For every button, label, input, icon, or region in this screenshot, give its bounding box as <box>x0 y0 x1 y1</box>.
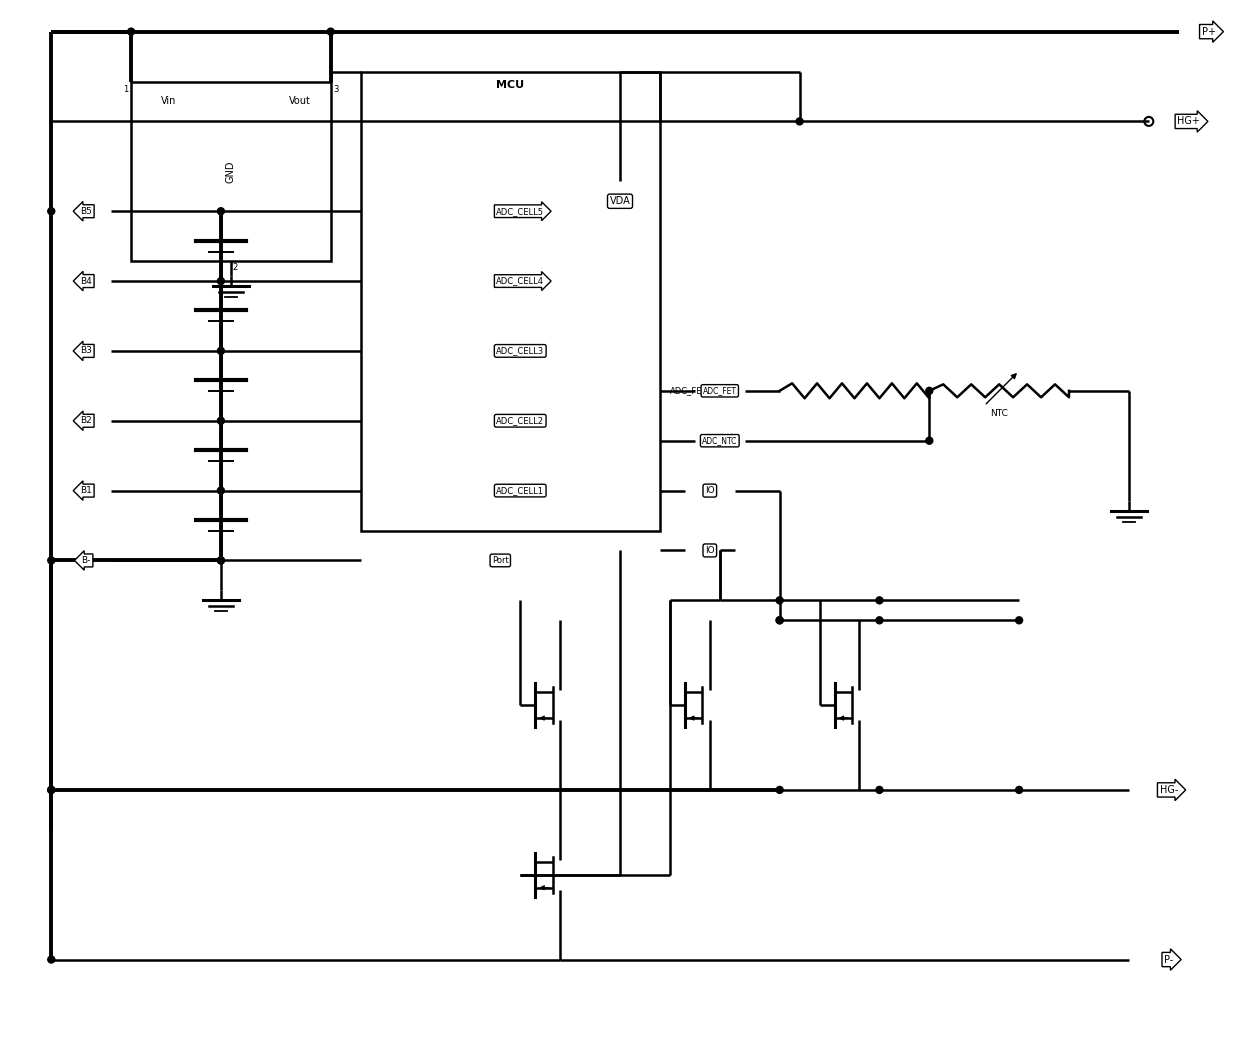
Text: ADC_CELL3: ADC_CELL3 <box>496 346 544 355</box>
Circle shape <box>128 29 135 35</box>
Text: HG+: HG+ <box>1177 117 1200 126</box>
Text: B2: B2 <box>81 416 92 425</box>
Text: ADC_CELL1: ADC_CELL1 <box>496 486 544 495</box>
Circle shape <box>926 437 932 445</box>
Circle shape <box>776 616 784 624</box>
Circle shape <box>217 487 224 494</box>
Circle shape <box>217 278 224 284</box>
Circle shape <box>217 208 224 214</box>
Text: IO: IO <box>706 486 714 495</box>
Circle shape <box>48 956 55 963</box>
Circle shape <box>48 557 55 564</box>
Circle shape <box>776 786 784 794</box>
Circle shape <box>875 616 883 624</box>
Text: ADC_CELL2: ADC_CELL2 <box>496 416 544 425</box>
Text: P-: P- <box>1164 955 1173 964</box>
Circle shape <box>217 347 224 354</box>
Text: MCU: MCU <box>496 80 525 89</box>
Text: B1: B1 <box>81 486 92 495</box>
Circle shape <box>48 786 55 794</box>
Circle shape <box>926 387 932 395</box>
Text: 1: 1 <box>123 85 128 93</box>
Text: IO: IO <box>706 546 714 555</box>
Text: B5: B5 <box>81 207 92 215</box>
Circle shape <box>875 786 883 794</box>
Circle shape <box>1016 616 1023 624</box>
Text: ADC_CELL4: ADC_CELL4 <box>496 277 544 285</box>
Text: Vin: Vin <box>161 97 176 106</box>
FancyBboxPatch shape <box>131 82 331 261</box>
Text: VDA: VDA <box>610 196 630 206</box>
Text: ADC_FET: ADC_FET <box>670 386 707 396</box>
Text: B3: B3 <box>81 346 92 355</box>
Text: B4: B4 <box>81 277 92 285</box>
Text: GND: GND <box>226 160 236 182</box>
Circle shape <box>776 597 784 604</box>
Circle shape <box>217 417 224 424</box>
Text: Vout: Vout <box>289 97 311 106</box>
Circle shape <box>1016 786 1023 794</box>
Circle shape <box>776 616 784 624</box>
Text: NTC: NTC <box>991 408 1008 418</box>
Circle shape <box>327 29 334 35</box>
Text: Port: Port <box>492 556 508 564</box>
FancyBboxPatch shape <box>361 71 660 530</box>
Circle shape <box>48 208 55 214</box>
Text: ADC_NTC: ADC_NTC <box>702 436 738 446</box>
Text: P+: P+ <box>1202 27 1215 37</box>
Text: 3: 3 <box>334 85 339 93</box>
Circle shape <box>48 786 55 794</box>
Text: ADC_CELL5: ADC_CELL5 <box>496 207 544 215</box>
Text: HG-: HG- <box>1159 785 1178 795</box>
Circle shape <box>217 557 224 564</box>
Circle shape <box>875 597 883 604</box>
Circle shape <box>217 557 224 564</box>
Text: ADC_FET: ADC_FET <box>703 386 737 396</box>
Text: 2: 2 <box>233 263 238 272</box>
Circle shape <box>796 118 804 125</box>
Text: B-: B- <box>82 556 91 564</box>
